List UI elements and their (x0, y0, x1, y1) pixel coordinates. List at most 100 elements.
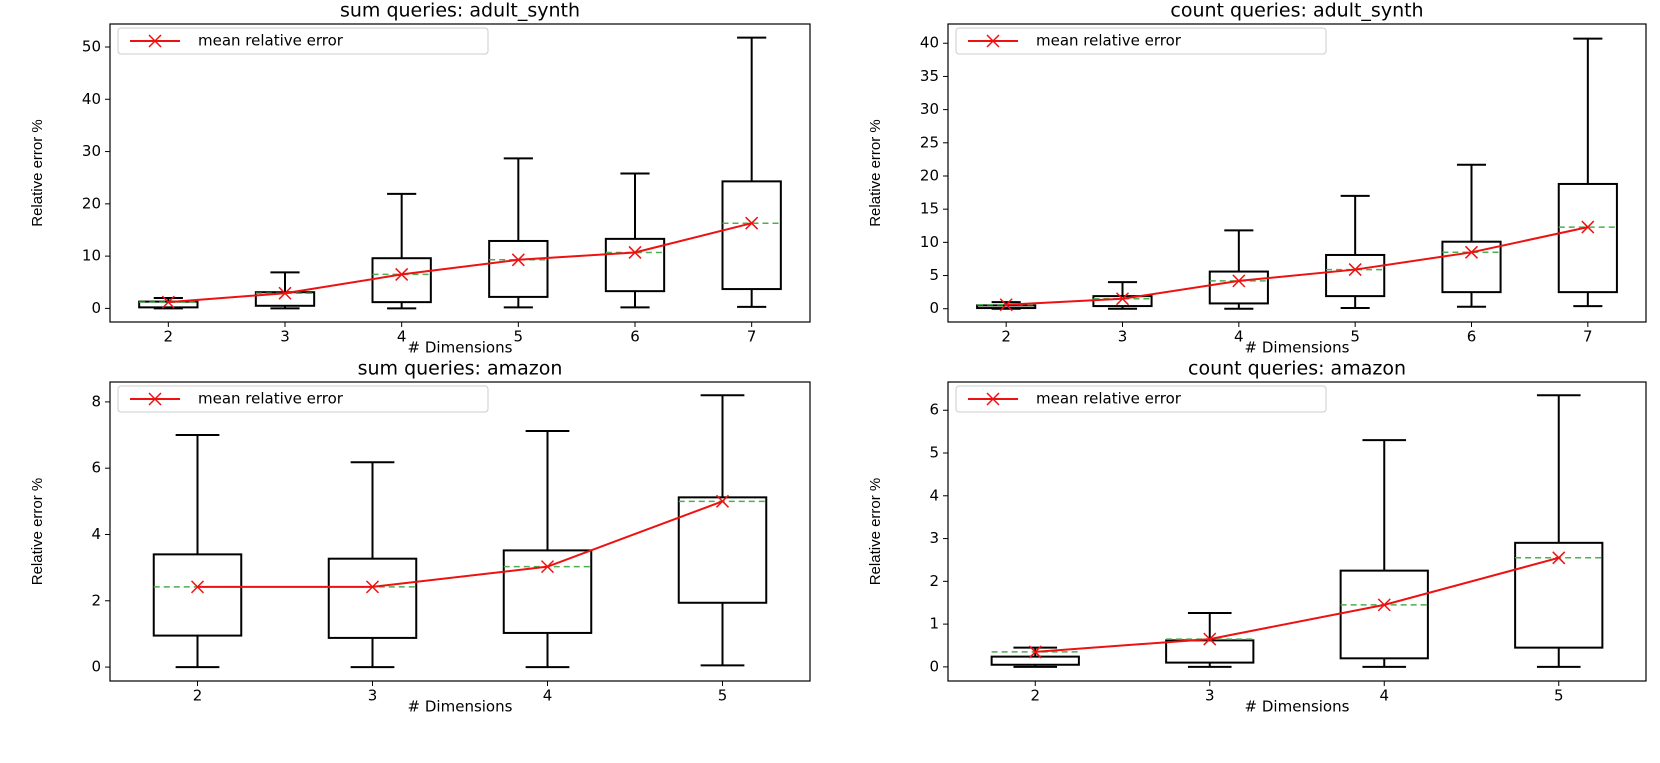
mean-line-series (168, 222, 752, 304)
chart-title: count queries: amazon (1188, 358, 1406, 380)
x-axis-label: # Dimensions (408, 339, 513, 357)
mean-marker (1203, 632, 1217, 646)
legend-marker (148, 34, 162, 48)
y-tick-label: 6 (929, 401, 939, 419)
x-tick-label: 2 (164, 328, 174, 346)
box (1441, 240, 1502, 294)
y-tick-label: 25 (920, 133, 939, 151)
mean-marker (1464, 245, 1479, 259)
y-tick-label: 20 (920, 166, 939, 184)
y-axis-label: Relative error % (29, 119, 46, 227)
y-tick-label: 0 (91, 658, 101, 676)
legend-marker (986, 34, 1000, 48)
mean-marker (278, 286, 292, 300)
x-tick-label: 6 (630, 328, 640, 346)
y-tick-label: 6 (91, 459, 101, 477)
y-tick-label: 1 (929, 615, 939, 633)
mean-marker (745, 216, 759, 230)
x-tick-label: 3 (1205, 687, 1215, 705)
legend-label: mean relative error (1036, 32, 1182, 50)
legend-box (955, 27, 1327, 55)
y-tick-label: 20 (82, 194, 101, 212)
mean-marker (161, 295, 175, 309)
box (327, 557, 418, 639)
y-tick-label: 40 (920, 34, 939, 52)
plot-frame (109, 23, 811, 323)
mean-marker (715, 494, 730, 508)
y-axis-label: Relative error % (867, 478, 884, 586)
box (721, 180, 782, 291)
box (152, 553, 243, 637)
plot-frame (109, 381, 811, 682)
box (604, 237, 666, 293)
mean-marker (628, 245, 642, 259)
mean-marker (1552, 551, 1566, 565)
mean-marker (511, 253, 525, 267)
box (1339, 569, 1429, 660)
y-axis-label: Relative error % (867, 119, 884, 227)
mean-line-series (1006, 226, 1589, 306)
x-tick-label: 2 (193, 687, 203, 705)
mean-marker (365, 580, 380, 594)
box (502, 549, 593, 634)
mean-marker (1377, 598, 1391, 612)
x-tick-label: 3 (280, 328, 290, 346)
x-tick-label: 7 (747, 328, 757, 346)
y-tick-label: 2 (929, 572, 939, 590)
y-tick-label: 4 (91, 525, 101, 543)
x-axis-label: # Dimensions (1245, 339, 1350, 357)
box (1092, 295, 1153, 308)
x-tick-label: 4 (543, 687, 553, 705)
chart-title: count queries: adult_synth (1170, 0, 1423, 22)
x-tick-label: 3 (1118, 328, 1128, 346)
y-tick-label: 0 (91, 299, 101, 317)
y-tick-label: 10 (82, 247, 101, 265)
y-tick-label: 50 (82, 38, 101, 56)
mean-marker (1028, 645, 1042, 659)
legend-label: mean relative error (198, 390, 344, 408)
mean-marker (1348, 263, 1362, 277)
mean-marker (395, 267, 409, 281)
y-tick-label: 5 (929, 266, 939, 284)
y-tick-label: 4 (929, 486, 939, 504)
chart-title: sum queries: adult_synth (340, 0, 580, 22)
box (976, 304, 1037, 310)
y-tick-label: 10 (920, 233, 939, 251)
box (1325, 253, 1386, 298)
x-tick-label: 7 (1583, 328, 1593, 346)
y-tick-label: 30 (82, 142, 101, 160)
y-tick-label: 0 (929, 299, 939, 317)
box (677, 496, 768, 604)
x-axis-label: # Dimensions (1245, 698, 1350, 716)
mean-marker (540, 560, 555, 574)
box (1557, 182, 1618, 294)
x-tick-label: 5 (1350, 328, 1360, 346)
y-tick-label: 5 (929, 444, 939, 462)
x-tick-label: 4 (1379, 687, 1389, 705)
box (1514, 541, 1604, 649)
mean-marker (190, 580, 205, 594)
y-tick-label: 30 (920, 100, 939, 118)
legend-marker (148, 392, 162, 406)
x-tick-label: 2 (1030, 687, 1040, 705)
chart-title: sum queries: amazon (358, 358, 563, 380)
box (488, 239, 549, 298)
x-tick-label: 2 (1001, 328, 1011, 346)
mean-line-series (1035, 556, 1560, 653)
x-tick-label: 5 (1554, 687, 1564, 705)
legend-box (955, 385, 1327, 413)
plot-frame (947, 381, 1647, 682)
x-tick-label: 4 (397, 328, 407, 346)
y-tick-label: 0 (929, 657, 939, 675)
y-tick-label: 3 (929, 529, 939, 547)
legend-label: mean relative error (198, 32, 344, 50)
box (1165, 639, 1255, 664)
box (371, 257, 432, 304)
x-tick-label: 3 (368, 687, 378, 705)
legend-box (117, 385, 489, 413)
mean-line-series (197, 500, 723, 588)
x-tick-label: 6 (1467, 328, 1477, 346)
y-tick-label: 8 (91, 392, 101, 410)
x-tick-label: 5 (718, 687, 728, 705)
